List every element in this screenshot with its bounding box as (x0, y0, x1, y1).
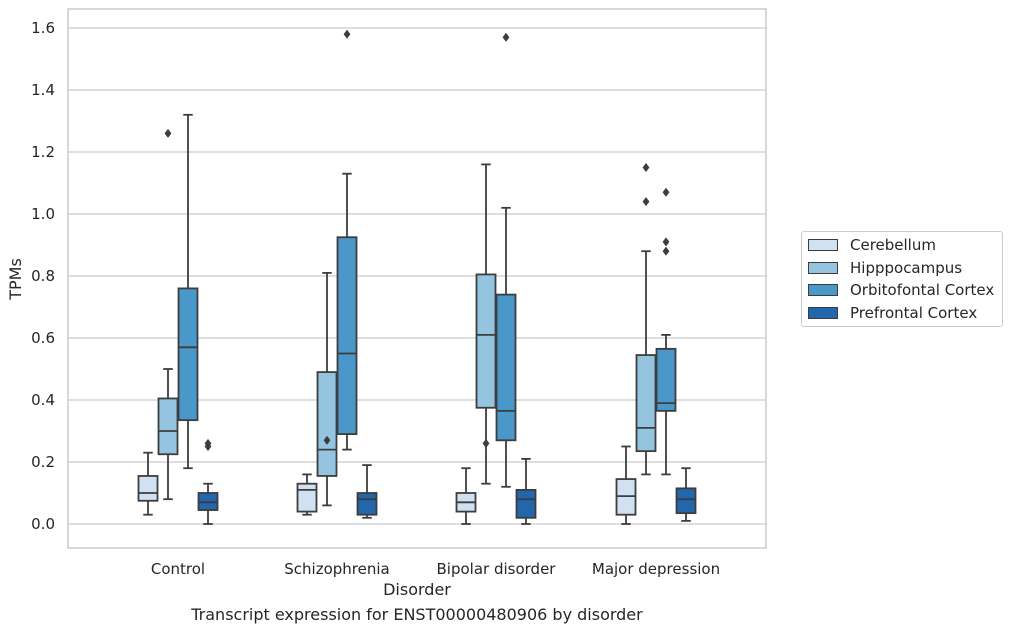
x-tick-label: Major depression (592, 560, 720, 578)
box-orbitofontal-cortex (655, 187, 677, 476)
box-hipppocampus (635, 162, 657, 476)
box-iqr (177, 287, 199, 422)
legend-swatch-hippocampus (808, 262, 838, 274)
box-cerebellum (615, 445, 637, 525)
legend-swatch-prefrontal-cortex (808, 307, 838, 319)
y-tick-label: 1.0 (31, 205, 55, 223)
box-orbitofontal-cortex (177, 113, 199, 470)
legend: Cerebellum Hipppocampus Orbitofontal Cor… (801, 231, 1003, 327)
outlier-point (662, 246, 670, 256)
outlier-point (642, 196, 650, 207)
outlier-point (204, 438, 212, 449)
box-iqr (675, 487, 697, 515)
legend-label-hippocampus: Hipppocampus (850, 259, 963, 277)
legend-label-prefrontal-cortex: Prefrontal Cortex (850, 304, 978, 322)
box-prefrontal-cortex (356, 464, 378, 519)
legend-swatch-cerebellum (808, 239, 838, 251)
box-prefrontal-cortex (675, 467, 697, 522)
y-tick-label: 0.8 (31, 267, 55, 285)
y-axis-title: TPMs (6, 258, 25, 301)
box-iqr (475, 273, 497, 409)
x-axis-ticks: Control Schizophrenia Bipolar disorder Majo… (151, 560, 720, 578)
figure-caption: Transcript expression for ENST0000048090… (191, 605, 643, 624)
y-tick-label: 0.2 (31, 453, 55, 471)
x-tick-label: Control (151, 560, 205, 578)
outlier-point (323, 435, 331, 445)
outlier-point (662, 187, 670, 197)
y-tick-label: 0.6 (31, 329, 55, 347)
box-groups (137, 29, 697, 525)
outlier-point (343, 29, 351, 39)
legend-item-hippocampus: Hipppocampus (808, 258, 962, 278)
box-iqr (157, 397, 179, 456)
box-iqr (296, 482, 318, 513)
legend-label-cerebellum: Cerebellum (850, 236, 936, 254)
box-iqr (137, 475, 159, 502)
box-iqr (655, 347, 677, 412)
box-hipppocampus (316, 271, 338, 507)
x-axis-title: Disorder (383, 580, 451, 599)
outlier-point (482, 438, 490, 449)
legend-item-cerebellum: Cerebellum (808, 235, 936, 255)
box-iqr (495, 293, 517, 442)
box-cerebellum (296, 473, 318, 516)
x-tick-label: Bipolar disorder (437, 560, 557, 578)
y-tick-label: 1.4 (31, 81, 55, 99)
outlier-point (164, 128, 172, 139)
box-orbitofontal-cortex (495, 32, 517, 488)
legend-item-prefrontal-cortex: Prefrontal Cortex (808, 303, 977, 323)
box-prefrontal-cortex (515, 457, 537, 525)
box-cerebellum (137, 451, 159, 516)
box-prefrontal-cortex (197, 438, 219, 525)
box-iqr (316, 371, 338, 477)
legend-swatch-orbitofrontal-cortex (808, 284, 838, 296)
outlier-point (502, 32, 510, 42)
y-axis-ticks: 0.0 0.2 0.4 0.6 0.8 1.0 1.2 1.4 1.6 (31, 19, 55, 533)
box-hipppocampus (157, 128, 179, 501)
box-hipppocampus (475, 163, 497, 485)
legend-label-orbitofrontal-cortex: Orbitofontal Cortex (850, 281, 995, 299)
box-iqr (356, 492, 378, 516)
x-tick-label: Schizophrenia (284, 560, 389, 578)
box-cerebellum (455, 467, 477, 525)
y-tick-label: 0.4 (31, 391, 55, 409)
outlier-point (662, 237, 670, 247)
plot-frame (67, 8, 767, 549)
box-iqr (635, 354, 657, 453)
y-tick-label: 0.0 (31, 515, 55, 533)
box-orbitofontal-cortex (336, 29, 358, 451)
y-tick-label: 1.6 (31, 19, 55, 37)
y-tick-label: 1.2 (31, 143, 55, 161)
legend-item-orbitofrontal-cortex: Orbitofontal Cortex (808, 280, 994, 300)
outlier-point (642, 162, 650, 173)
box-iqr (336, 236, 358, 436)
box-iqr (515, 488, 537, 519)
